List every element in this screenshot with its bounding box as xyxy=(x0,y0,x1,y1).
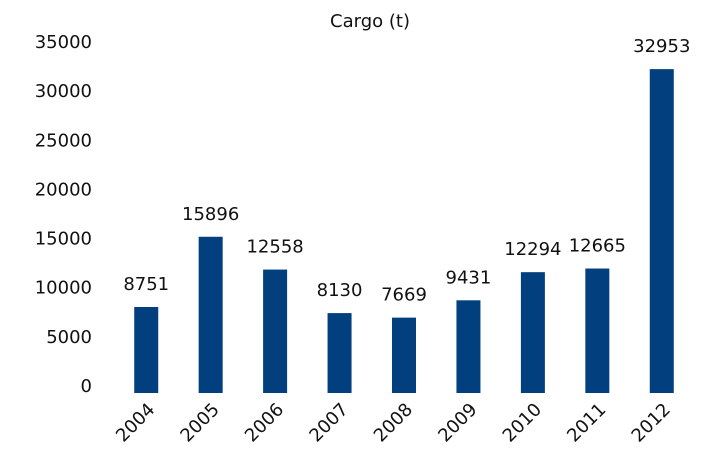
data-label: 15896 xyxy=(182,204,239,225)
bar xyxy=(649,69,674,394)
data-label: 12665 xyxy=(569,236,626,257)
y-tick-label: 0 xyxy=(81,376,92,397)
y-tick-label: 30000 xyxy=(35,81,92,102)
y-tick-label: 25000 xyxy=(35,130,92,151)
data-label: 32953 xyxy=(633,36,690,57)
x-tick-label: 2008 xyxy=(370,399,417,446)
bar xyxy=(585,268,610,393)
bar xyxy=(456,300,481,393)
x-tick-label: 2005 xyxy=(176,399,223,446)
x-tick-label: 2007 xyxy=(305,399,352,446)
data-label: 8751 xyxy=(123,274,169,295)
data-label: 12558 xyxy=(246,237,303,258)
x-tick-label: 2012 xyxy=(628,399,675,446)
x-tick-label: 2009 xyxy=(434,399,481,446)
data-label: 8130 xyxy=(317,280,363,301)
bar xyxy=(392,317,416,393)
y-tick-label: 35000 xyxy=(35,32,92,53)
y-tick-label: 20000 xyxy=(35,179,92,200)
x-tick-label: 2010 xyxy=(499,399,546,446)
data-label: 7669 xyxy=(381,285,427,306)
x-tick-label: 2011 xyxy=(563,399,610,446)
data-label: 12294 xyxy=(504,239,561,260)
bar xyxy=(198,236,223,393)
y-tick-label: 15000 xyxy=(35,229,92,250)
x-tick-label: 2006 xyxy=(241,399,288,446)
bar xyxy=(327,313,352,393)
bar xyxy=(263,269,288,393)
bar xyxy=(520,272,545,393)
y-tick-label: 5000 xyxy=(46,327,92,348)
data-label: 9431 xyxy=(446,267,492,288)
chart-title: Cargo (t) xyxy=(330,11,410,32)
y-tick-label: 10000 xyxy=(35,278,92,299)
x-tick-label: 2004 xyxy=(112,399,159,446)
bar xyxy=(134,306,159,393)
